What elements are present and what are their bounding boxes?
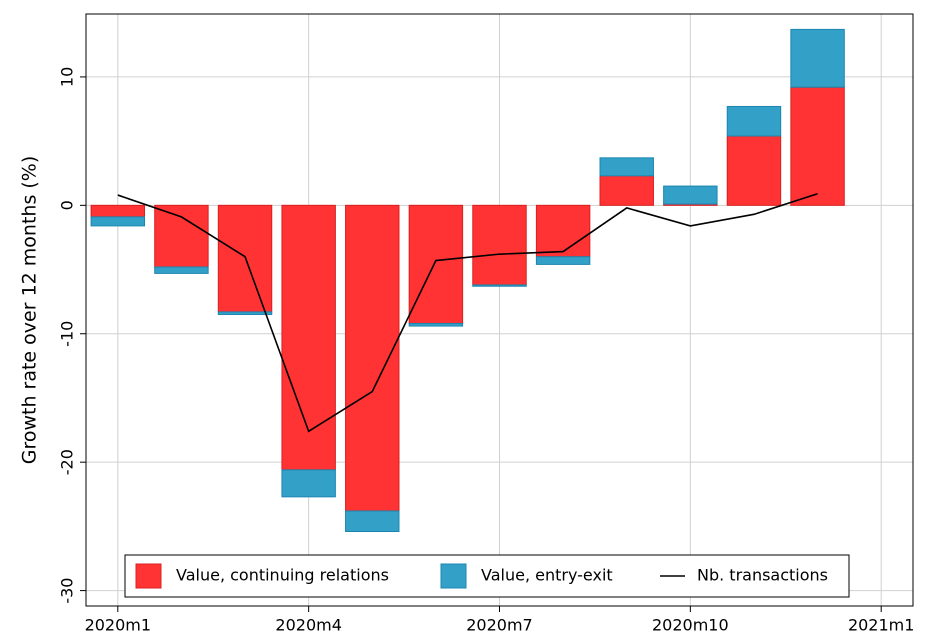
- x-tick-label: 2020m7: [466, 616, 532, 635]
- y-tick-label: -30: [58, 578, 77, 604]
- y-tick-label: 0: [58, 200, 77, 210]
- y-tick-label: -10: [58, 321, 77, 347]
- x-tick-label: 2021m1: [848, 616, 914, 635]
- bar: [535, 204, 591, 258]
- x-tick-label: 2020m10: [652, 616, 729, 635]
- bar: [408, 204, 464, 324]
- legend-box: [124, 554, 850, 598]
- plot-frame: [85, 13, 914, 607]
- bar: [790, 28, 845, 88]
- bar: [90, 216, 146, 227]
- bar: [408, 322, 464, 327]
- bar: [345, 510, 400, 533]
- bar: [472, 284, 527, 287]
- y-tick-label: -20: [58, 449, 77, 475]
- x-tick-label: 2020m4: [275, 616, 341, 635]
- bar: [472, 204, 527, 286]
- bar: [790, 86, 845, 206]
- bar: [90, 204, 146, 218]
- legend-swatch: [440, 563, 467, 589]
- bar: [663, 185, 718, 205]
- bar: [726, 105, 782, 137]
- bar: [726, 135, 782, 206]
- bar: [599, 157, 654, 177]
- legend-label: Value, entry-exit: [481, 566, 613, 585]
- bar: [345, 204, 400, 512]
- y-axis-label: Growth rate over 12 months (%): [19, 156, 41, 465]
- bar: [217, 311, 273, 315]
- bar: [599, 175, 654, 206]
- legend-label: Value, continuing relations: [176, 566, 389, 585]
- bar: [281, 469, 336, 498]
- bar: [154, 204, 209, 268]
- bar: [281, 204, 336, 471]
- bar: [535, 256, 591, 265]
- line: [117, 193, 818, 433]
- legend-swatch: [135, 563, 162, 589]
- y-tick-label: 10: [58, 67, 77, 87]
- legend-label: Nb. transactions: [697, 566, 828, 585]
- x-tick-label: 2020m1: [85, 616, 151, 635]
- bar: [154, 266, 209, 274]
